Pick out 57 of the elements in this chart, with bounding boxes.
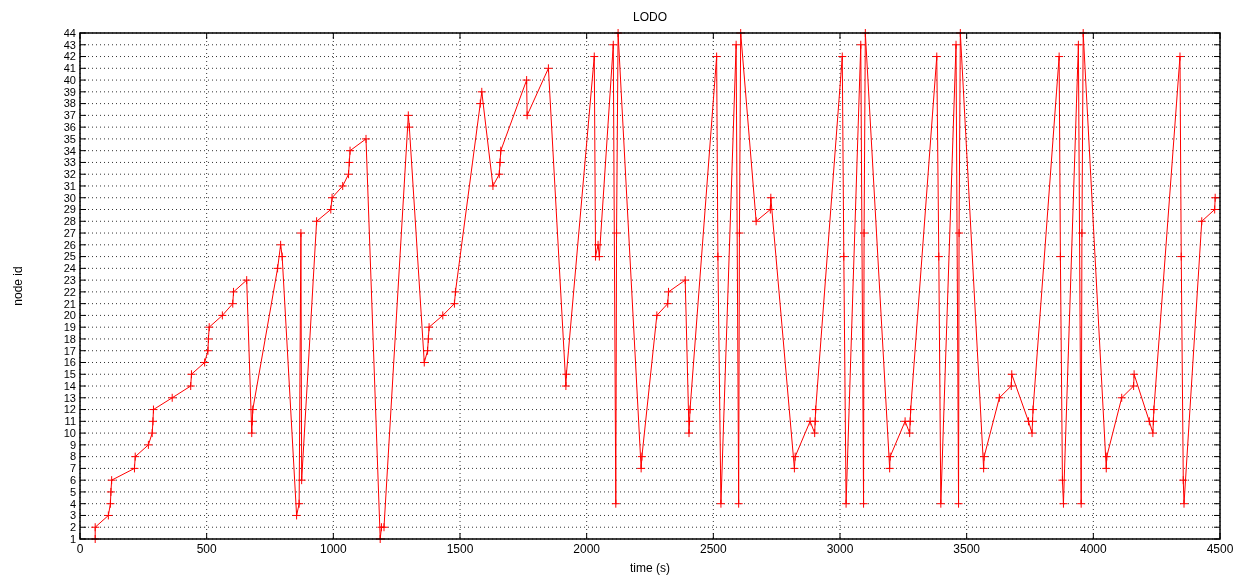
y-tick-label: 39 bbox=[63, 85, 76, 98]
y-tick-label: 33 bbox=[63, 156, 76, 169]
y-tick-label: 40 bbox=[63, 73, 76, 86]
chart-title: LODO bbox=[632, 10, 668, 24]
y-axis-title: node id bbox=[11, 266, 25, 306]
y-tick-label: 35 bbox=[63, 132, 76, 145]
y-tick-label: 21 bbox=[63, 297, 76, 310]
y-tick-label: 29 bbox=[63, 203, 76, 216]
y-tick-label: 19 bbox=[63, 321, 76, 334]
y-tick-label: 31 bbox=[63, 179, 76, 192]
y-tick-label: 41 bbox=[63, 62, 76, 75]
x-axis-title: time (s) bbox=[630, 561, 670, 575]
y-tick-label: 38 bbox=[63, 97, 76, 110]
y-tick-label: 24 bbox=[63, 262, 76, 275]
y-tick-label: 2 bbox=[69, 521, 76, 534]
y-tick-label: 18 bbox=[63, 332, 76, 345]
y-tick-label: 25 bbox=[63, 250, 76, 263]
y-tick-label: 37 bbox=[63, 109, 76, 122]
y-tick-label: 7 bbox=[69, 462, 76, 475]
x-tick-label: 2500 bbox=[699, 542, 727, 556]
y-tick-label: 20 bbox=[63, 309, 76, 322]
x-tick-label: 4000 bbox=[1079, 542, 1107, 556]
y-tick-label: 16 bbox=[63, 356, 76, 369]
y-tick-label: 15 bbox=[63, 368, 76, 381]
y-tick-label: 8 bbox=[69, 450, 76, 463]
y-tick-label: 28 bbox=[63, 215, 76, 228]
x-tick-label: 0 bbox=[76, 542, 84, 556]
y-tick-label: 26 bbox=[63, 238, 76, 251]
y-tick-label: 3 bbox=[69, 509, 76, 522]
y-tick-label: 11 bbox=[64, 415, 76, 428]
x-tick-label: 1000 bbox=[319, 542, 347, 556]
y-tick-label: 44 bbox=[63, 26, 76, 39]
y-tick-label: 42 bbox=[63, 50, 76, 63]
x-tick-label: 3500 bbox=[953, 542, 981, 556]
y-tick-label: 5 bbox=[69, 485, 76, 498]
y-tick-label: 22 bbox=[63, 285, 76, 298]
y-tick-label: 34 bbox=[63, 144, 76, 157]
y-tick-label: 12 bbox=[63, 403, 76, 416]
y-tick-label: 17 bbox=[63, 344, 76, 357]
y-tick-label: 9 bbox=[69, 438, 76, 451]
x-tick-label: 3000 bbox=[826, 542, 854, 556]
y-tick-label: 32 bbox=[63, 168, 76, 181]
y-tick-label: 27 bbox=[63, 226, 76, 239]
y-tick-label: 13 bbox=[63, 391, 76, 404]
y-tick-label: 4 bbox=[69, 497, 76, 510]
y-tick-label: 23 bbox=[63, 273, 76, 286]
y-tick-label: 36 bbox=[63, 120, 76, 133]
y-tick-label: 1 bbox=[69, 532, 76, 545]
x-tick-label: 4500 bbox=[1206, 542, 1234, 556]
x-tick-label: 2000 bbox=[573, 542, 601, 556]
y-tick-label: 14 bbox=[63, 379, 76, 392]
x-tick-label: 1500 bbox=[446, 542, 474, 556]
y-tick-label: 43 bbox=[63, 38, 76, 51]
y-tick-label: 6 bbox=[69, 474, 76, 487]
y-tick-label: 10 bbox=[63, 426, 76, 439]
y-tick-label: 30 bbox=[63, 191, 76, 204]
x-tick-label: 500 bbox=[196, 542, 217, 556]
